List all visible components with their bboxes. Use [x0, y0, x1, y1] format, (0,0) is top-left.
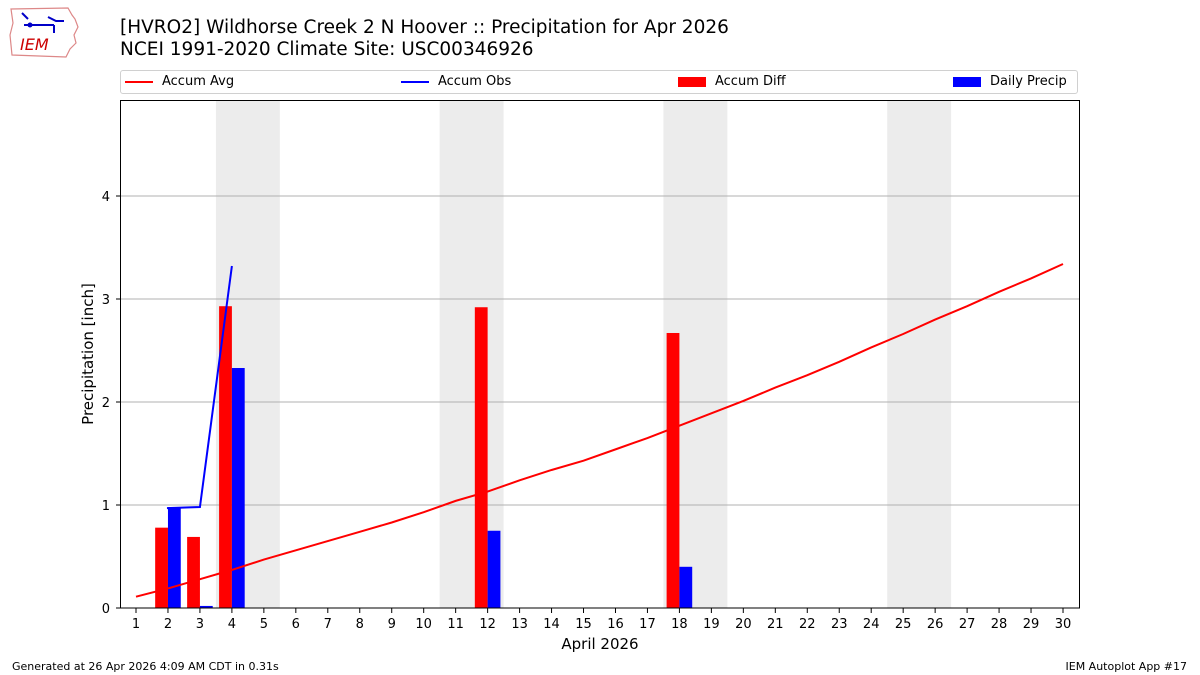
- x-tick-label: 12: [479, 617, 496, 632]
- legend-label: Daily Precip: [990, 74, 1067, 89]
- legend-line-blue-icon: [401, 80, 429, 83]
- x-tick-label: 14: [543, 617, 560, 632]
- footer-generated: Generated at 26 Apr 2026 4:09 AM CDT in …: [12, 660, 279, 673]
- bar-daily-precip: [199, 605, 213, 608]
- x-tick-label: 11: [447, 617, 464, 632]
- x-tick-label: 6: [292, 617, 300, 632]
- x-tick-label: 7: [324, 617, 332, 632]
- x-axis-ticks: 1 2 3 4 5 6 7 8 9 10 11 12 13 14 15 16 17 18 19 20 21 22 23 24 2…: [132, 608, 1071, 632]
- bar-daily-precip: [679, 566, 693, 608]
- bar-accum-diff: [155, 527, 168, 608]
- legend-daily-precip: Daily Precip: [953, 74, 1067, 89]
- x-tick-label: 28: [991, 617, 1008, 632]
- footer-app: IEM Autoplot App #17: [1065, 660, 1188, 673]
- bar-daily-precip: [231, 368, 245, 608]
- axes-frame: [120, 100, 1080, 609]
- legend-accum-avg: Accum Avg: [125, 74, 234, 89]
- bar-accum-diff: [187, 536, 200, 608]
- x-tick-label: 30: [1055, 617, 1072, 632]
- x-tick-label: 27: [959, 617, 976, 632]
- y-tick-label: 0: [102, 602, 110, 617]
- x-tick-label: 20: [735, 617, 752, 632]
- x-tick-label: 26: [927, 617, 944, 632]
- x-tick-label: 19: [703, 617, 720, 632]
- y-axis-label: Precipitation [inch]: [79, 283, 97, 425]
- x-tick-label: 10: [415, 617, 432, 632]
- x-tick-label: 1: [132, 617, 140, 632]
- x-axis-label: April 2026: [561, 635, 638, 653]
- x-tick-label: 23: [831, 617, 848, 632]
- bar-daily-precip: [487, 530, 501, 608]
- x-tick-label: 25: [895, 617, 912, 632]
- x-tick-label: 4: [228, 617, 236, 632]
- legend-line-red-icon: [125, 80, 153, 83]
- bar-accum-diff: [666, 332, 680, 608]
- line-accum-obs: [166, 265, 233, 510]
- legend: Accum Avg Accum Obs Accum Diff Daily Pre…: [120, 70, 1078, 94]
- weekend-band: [887, 101, 952, 608]
- y-tick-label: 1: [102, 499, 110, 514]
- weekend-shading: [215, 101, 952, 608]
- x-tick-label: 17: [639, 617, 656, 632]
- weekend-band: [439, 101, 504, 608]
- x-tick-label: 9: [388, 617, 396, 632]
- x-tick-label: 8: [356, 617, 364, 632]
- chart-title: [HVRO2] Wildhorse Creek 2 N Hoover :: Pr…: [120, 17, 729, 61]
- bars: [155, 306, 693, 608]
- legend-box-red-icon: [678, 76, 706, 87]
- x-tick-label: 15: [575, 617, 592, 632]
- x-tick-label: 18: [671, 617, 688, 632]
- x-tick-label: 13: [511, 617, 528, 632]
- x-tick-label: 16: [607, 617, 624, 632]
- x-tick-label: 29: [1023, 617, 1040, 632]
- x-tick-label: 2: [164, 617, 172, 632]
- x-tick-label: 21: [767, 617, 784, 632]
- title-line-1: [HVRO2] Wildhorse Creek 2 N Hoover :: Pr…: [120, 17, 729, 38]
- x-tick-label: 22: [799, 617, 816, 632]
- gridlines: [121, 195, 1079, 506]
- title-line-2: NCEI 1991-2020 Climate Site: USC00346926: [120, 39, 534, 60]
- bar-accum-diff: [474, 307, 488, 608]
- bar-daily-precip: [167, 507, 181, 608]
- x-tick-label: 24: [863, 617, 880, 632]
- legend-label: Accum Avg: [162, 74, 235, 89]
- legend-accum-obs: Accum Obs: [401, 74, 511, 89]
- y-tick-label: 4: [102, 190, 110, 205]
- legend-box-blue-icon: [953, 76, 981, 87]
- y-tick-label: 3: [102, 293, 110, 308]
- line-accum-avg: [135, 263, 1064, 598]
- legend-accum-diff: Accum Diff: [678, 74, 786, 89]
- y-tick-label: 2: [102, 396, 110, 411]
- iem-logo: IEM: [8, 5, 80, 59]
- legend-label: Accum Obs: [438, 74, 512, 89]
- bar-accum-diff: [219, 306, 232, 608]
- x-tick-label: 3: [196, 617, 204, 632]
- legend-label: Accum Diff: [715, 74, 786, 89]
- y-axis-ticks: 0 1 2 3 4: [102, 190, 120, 617]
- svg-text:IEM: IEM: [20, 35, 49, 54]
- x-tick-label: 5: [260, 617, 268, 632]
- lines: [135, 263, 1064, 598]
